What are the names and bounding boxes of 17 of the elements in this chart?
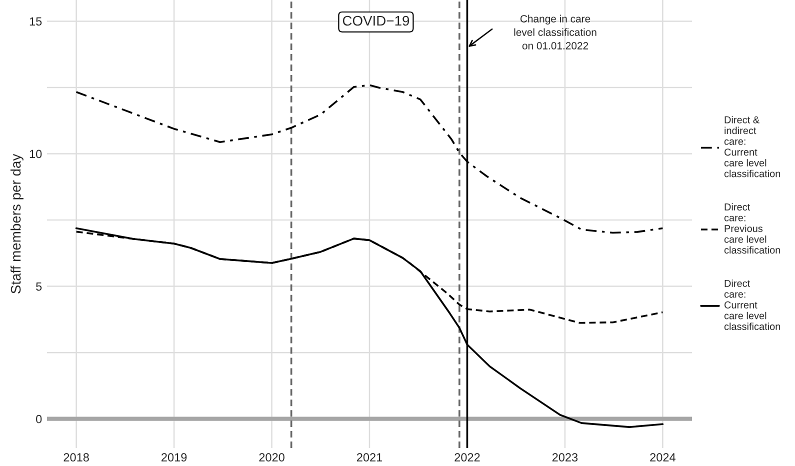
x-tick-label: 2018: [64, 453, 89, 462]
annotation: COVID−19: [342, 16, 410, 26]
legend-label: Direct & indirect care: Current care level classification: [724, 116, 780, 178]
legend-label: Direct care: Previous care level classification: [724, 203, 780, 254]
x-tick-label: 2022: [454, 453, 480, 462]
y-tick-label: 5: [36, 282, 42, 291]
x-tick-label: 2019: [162, 453, 187, 462]
x-tick-label: 2020: [259, 453, 284, 462]
x-tick-label: 2024: [650, 453, 676, 462]
y-axis-title: Staff members per day: [10, 154, 24, 294]
annotation: Change in care level classification on 01.01.2022: [514, 14, 596, 50]
y-tick-label: 15: [30, 17, 42, 26]
x-tick-label: 2021: [356, 453, 382, 462]
legend-label: Direct care: Current care level classification: [724, 280, 780, 330]
y-tick-label: 10: [30, 150, 42, 158]
x-tick-label: 2023: [552, 453, 578, 462]
y-tick-label: 0: [36, 414, 42, 424]
